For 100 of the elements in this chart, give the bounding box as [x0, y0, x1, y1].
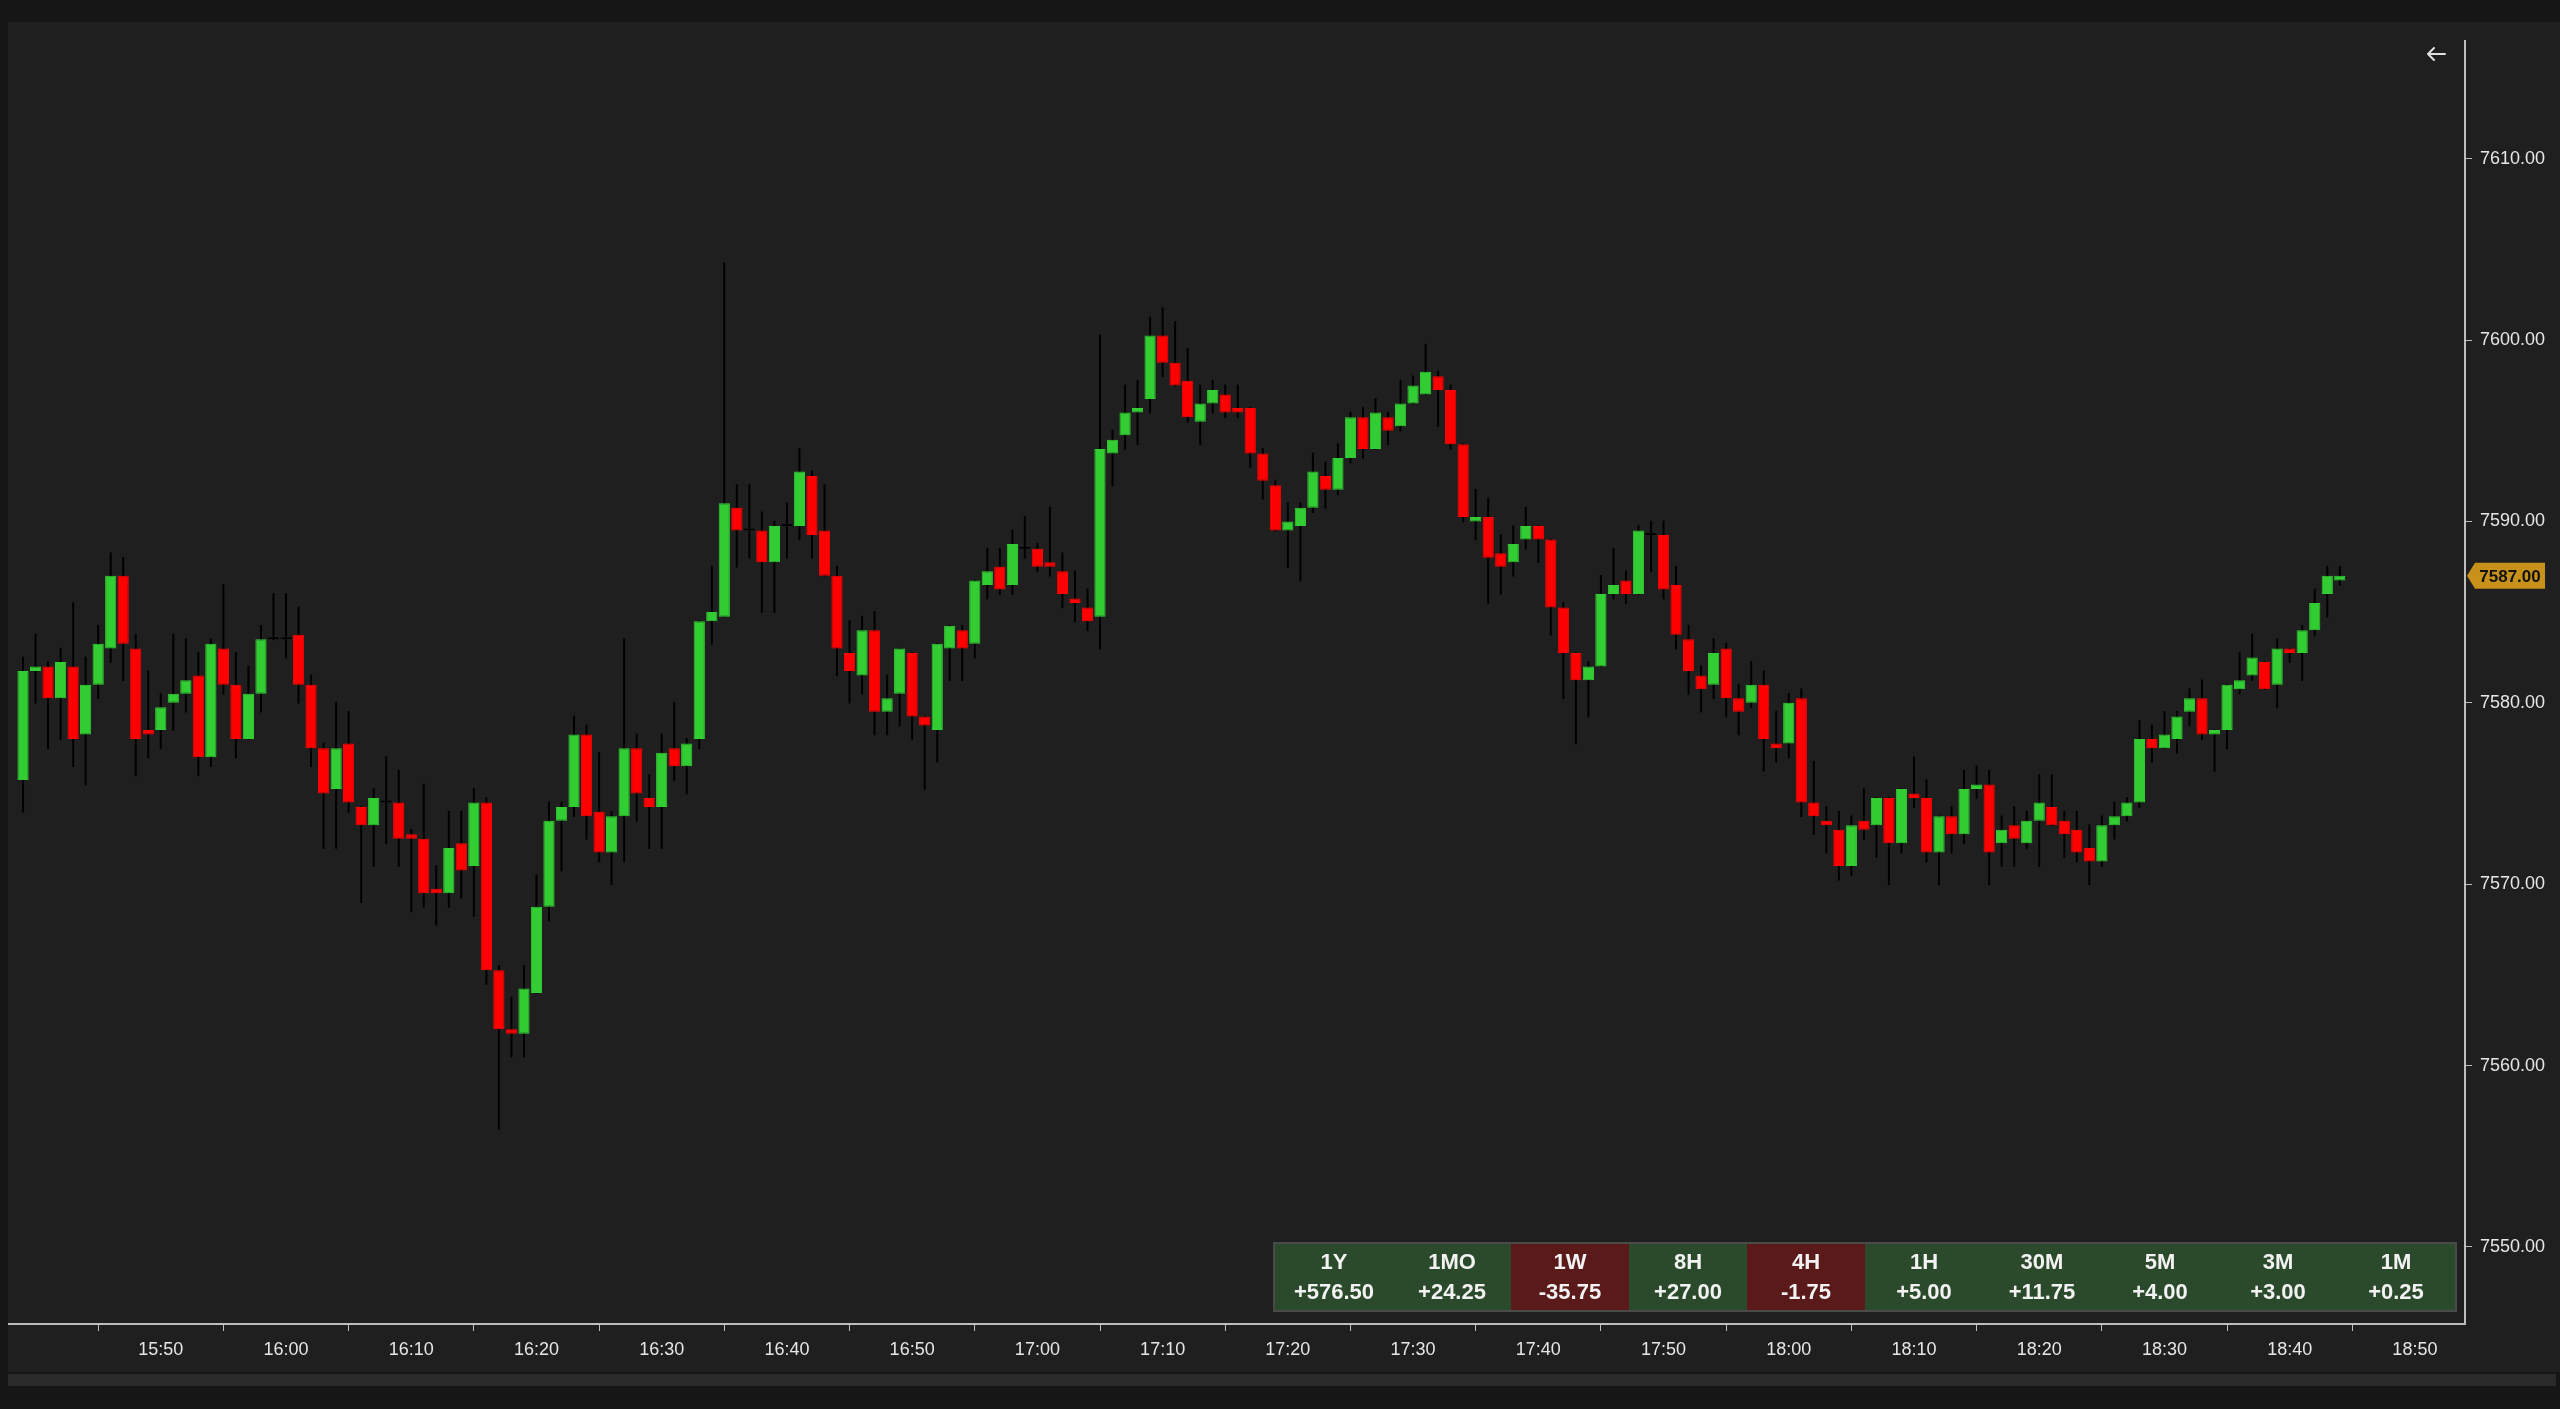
text: 7587.00 [2479, 566, 2541, 586]
annotation: -35.75 [1538, 1278, 1602, 1306]
candlestick [1908, 756, 1920, 809]
candlestick [681, 738, 693, 795]
annotation: 30M [2020, 1248, 2064, 1276]
candlestick [1996, 815, 2008, 868]
candlestick [505, 996, 518, 1058]
candlestick [1394, 379, 1407, 432]
x-tick-label: 15:50 [138, 1338, 184, 1359]
annotation: +4.00 [2132, 1278, 2188, 1306]
candlestick [1407, 375, 1419, 405]
candlestick [1607, 547, 1620, 600]
candlestick [2058, 810, 2070, 858]
candlestick [956, 624, 968, 682]
candlestick [2246, 633, 2258, 682]
candlestick [981, 547, 993, 600]
x-tick-label: 16:20 [513, 1338, 559, 1359]
candlestick [2296, 624, 2308, 682]
candlestick [994, 547, 1006, 595]
candlestick [1970, 765, 1983, 800]
candlestick [1081, 588, 1094, 632]
candlestick [1106, 429, 1119, 487]
candlestick [2208, 729, 2221, 772]
y-tick-label: 7590.00 [2480, 510, 2546, 531]
x-tick-label: 17:10 [1140, 1338, 1186, 1359]
candlestick [706, 565, 718, 645]
y-tick-label: 7570.00 [2480, 873, 2546, 894]
candlestick [2033, 774, 2045, 868]
candlestick [1808, 760, 1820, 836]
candlestick [1645, 520, 1657, 573]
x-tick-label: 18:40 [2267, 1338, 2313, 1359]
candlestick [2158, 710, 2171, 750]
x-tick-label: 18:50 [2392, 1338, 2438, 1359]
annotation: 8H [1673, 1248, 1703, 1276]
x-tick-label: 18:10 [1891, 1338, 1937, 1359]
x-tick-label: 17:00 [1014, 1338, 1060, 1359]
candlestick [555, 801, 568, 872]
candlestick [2108, 801, 2120, 840]
y-tick-label: 7550.00 [2480, 1235, 2546, 1256]
y-tick-label: 7560.00 [2480, 1054, 2546, 1075]
candlestick [1945, 806, 1958, 854]
candlestick [2046, 774, 2058, 827]
annotation: +27.00 [1654, 1278, 1722, 1306]
x-tick-label: 18:20 [2016, 1338, 2062, 1359]
candlestick [1620, 570, 1632, 605]
candlestick [643, 774, 655, 849]
annotation: 1MO [1428, 1248, 1476, 1276]
candlestick [2008, 806, 2020, 868]
annotation: +5.00 [1896, 1278, 1952, 1306]
candlestick [180, 638, 192, 713]
annotation: 5M [2144, 1248, 2176, 1276]
candlestick [2233, 651, 2246, 695]
x-tick-label: 16:10 [388, 1338, 434, 1359]
candlestick [155, 692, 167, 750]
candlestick [1232, 384, 1244, 419]
candlestick [167, 633, 179, 732]
candlestick [1207, 379, 1219, 414]
annotation: 1W [1553, 1248, 1587, 1276]
annotation: +3.00 [2250, 1278, 2306, 1306]
annotation: 4H [1791, 1248, 1821, 1276]
annotation: 1M [2380, 1248, 2412, 1276]
candlestick [2071, 810, 2083, 863]
candlestick [1282, 502, 1294, 568]
candlestick [142, 670, 154, 759]
candlestick [1169, 320, 1181, 387]
y-tick-label: 7600.00 [2480, 329, 2546, 350]
x-tick-label: 18:30 [2141, 1338, 2187, 1359]
candlestick [944, 624, 956, 682]
candlestick [2183, 688, 2196, 727]
candlestick [2021, 810, 2033, 849]
candlestick [1194, 384, 1206, 446]
candlestick [1520, 506, 1532, 550]
candlestick [1745, 661, 1757, 709]
annotation: +576.50 [1293, 1278, 1375, 1306]
candlestick [1044, 506, 1056, 577]
annotation: -1.75 [1780, 1278, 1832, 1306]
annotation: +11.75 [2008, 1278, 2076, 1306]
candlestick [1733, 683, 1745, 736]
annotation: 3M [2262, 1248, 2294, 1276]
candlestick [1858, 787, 1870, 840]
x-tick-label: 16:40 [764, 1338, 810, 1359]
candlestick [1495, 534, 1507, 595]
annotation: 1Y [1320, 1248, 1348, 1276]
annotation: +24.25 [1418, 1278, 1486, 1306]
candlestick [1131, 379, 1144, 446]
x-tick-label: 17:30 [1390, 1338, 1436, 1359]
x-tick-label: 16:50 [889, 1338, 935, 1359]
candlestick [919, 715, 931, 790]
candlestick [781, 502, 793, 559]
candlestick [1432, 370, 1444, 428]
candlestick [405, 828, 417, 913]
candlestick [881, 674, 893, 736]
candlestick [355, 806, 367, 904]
y-tick-label: 7610.00 [2480, 147, 2546, 168]
candlestick [2121, 797, 2133, 822]
candlestick [1119, 384, 1131, 450]
candlestick [2146, 724, 2158, 763]
x-tick-label: 17:50 [1640, 1338, 1687, 1359]
candlestick [1219, 384, 1231, 419]
candlestick [1532, 524, 1544, 564]
